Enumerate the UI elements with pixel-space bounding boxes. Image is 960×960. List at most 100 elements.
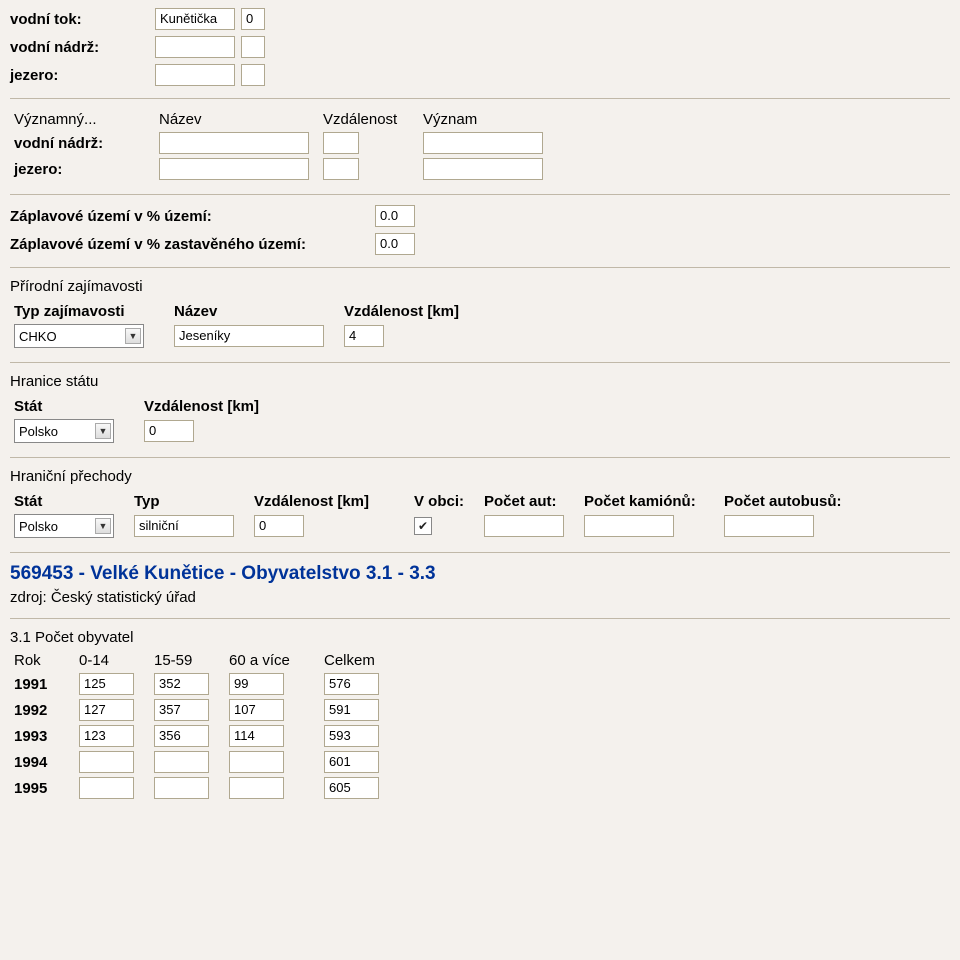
- prirodni-col-nazev: Název: [170, 301, 340, 322]
- zaplava-label2: Záplavové území v % zastavěného území:: [10, 236, 375, 253]
- separator: [10, 362, 950, 363]
- hranice-section: Hranice státu Stát Vzdálenost [km] Polsk…: [10, 373, 950, 445]
- obyv-014-input[interactable]: 123: [79, 725, 134, 747]
- separator: [10, 618, 950, 619]
- prirodni-typ-select[interactable]: CHKO ▼: [14, 324, 144, 348]
- prechody-col-aut: Počet aut:: [480, 491, 580, 512]
- jezero-label: jezero:: [10, 67, 155, 84]
- prirodni-nazev-input[interactable]: Jeseníky: [174, 325, 324, 347]
- vyznamny-section: Významný... Název Vzdálenost Význam vodn…: [10, 109, 950, 182]
- hranice-col-vzdal: Vzdálenost [km]: [140, 396, 263, 417]
- obyv-1559-input[interactable]: [154, 751, 209, 773]
- obyv-heading: 569453 - Velké Kunětice - Obyvatelstvo 3…: [10, 563, 950, 585]
- prechody-vzdal-input[interactable]: 0: [254, 515, 304, 537]
- hranice-stat-value: Polsko: [19, 424, 91, 439]
- obyv-celkem-input[interactable]: 591: [324, 699, 379, 721]
- obyv-1559-input[interactable]: [154, 777, 209, 799]
- zaplava-label1: Záplavové území v % území:: [10, 208, 375, 225]
- obyv-rok: 1992: [10, 697, 75, 723]
- vyznamny-nadrz-dist-input[interactable]: [323, 132, 359, 154]
- vodni-nadrz-value-input[interactable]: [241, 36, 265, 58]
- vodni-nadrz-label: vodní nádrž:: [10, 39, 155, 56]
- obyv-col-1559: 15-59: [150, 650, 225, 671]
- obyv-col-rok: Rok: [10, 650, 75, 671]
- prechody-bus-input[interactable]: [724, 515, 814, 537]
- prirodni-col-vzdal: Vzdálenost [km]: [340, 301, 463, 322]
- separator: [10, 457, 950, 458]
- vyznamny-jezero-vyznam-input[interactable]: [423, 158, 543, 180]
- table-row: 1992 127 357 107 591: [10, 697, 389, 723]
- prechody-title: Hraniční přechody: [10, 468, 950, 485]
- prechody-typ-input[interactable]: silniční: [134, 515, 234, 537]
- prechody-col-typ: Typ: [130, 491, 250, 512]
- obyv-celkem-input[interactable]: 593: [324, 725, 379, 747]
- obyv-celkem-input[interactable]: 605: [324, 777, 379, 799]
- hranice-vzdal-input[interactable]: 0: [144, 420, 194, 442]
- prechody-col-kam: Počet kamiónů:: [580, 491, 720, 512]
- vyznamny-jezero-label: jezero:: [10, 156, 155, 182]
- zaplava-val1-input[interactable]: 0.0: [375, 205, 415, 227]
- prechody-col-stat: Stát: [10, 491, 130, 512]
- obyv-1559-input[interactable]: 357: [154, 699, 209, 721]
- prirodni-vzdal-input[interactable]: 4: [344, 325, 384, 347]
- obyv-col-60: 60 a více: [225, 650, 320, 671]
- obyv-celkem-input[interactable]: 576: [324, 673, 379, 695]
- chevron-down-icon: ▼: [125, 328, 141, 344]
- obyv-celkem-input[interactable]: 601: [324, 751, 379, 773]
- vodni-tok-value-input[interactable]: 0: [241, 8, 265, 30]
- obyv-60-input[interactable]: [229, 751, 284, 773]
- prechody-stat-value: Polsko: [19, 519, 91, 534]
- jezero-name-input[interactable]: [155, 64, 235, 86]
- obyv-60-input[interactable]: [229, 777, 284, 799]
- obyv-014-input[interactable]: 125: [79, 673, 134, 695]
- separator: [10, 194, 950, 195]
- vyznamny-col1: Významný...: [10, 109, 155, 130]
- water-section: vodní tok: Kunětička 0 vodní nádrž: jeze…: [10, 8, 950, 86]
- prechody-kam-input[interactable]: [584, 515, 674, 537]
- prechody-vobci-checkbox[interactable]: ✔: [414, 517, 432, 535]
- vyznamny-jezero-name-input[interactable]: [159, 158, 309, 180]
- check-icon: ✔: [418, 519, 428, 533]
- jezero-value-input[interactable]: [241, 64, 265, 86]
- prechody-stat-select[interactable]: Polsko ▼: [14, 514, 114, 538]
- vodni-tok-label: vodní tok:: [10, 11, 155, 28]
- table-row: 1991 125 352 99 576: [10, 671, 389, 697]
- chevron-down-icon: ▼: [95, 518, 111, 534]
- obyv-60-input[interactable]: 114: [229, 725, 284, 747]
- separator: [10, 267, 950, 268]
- vyznamny-jezero-dist-input[interactable]: [323, 158, 359, 180]
- table-row: 1993 123 356 114 593: [10, 723, 389, 749]
- obyv-60-input[interactable]: 99: [229, 673, 284, 695]
- table-row: 1995 605: [10, 775, 389, 801]
- obyv-section: 3.1 Počet obyvatel Rok 0-14 15-59 60 a v…: [10, 629, 950, 801]
- obyv-rok: 1993: [10, 723, 75, 749]
- vodni-tok-name-input[interactable]: Kunětička: [155, 8, 235, 30]
- obyv-014-input[interactable]: [79, 751, 134, 773]
- obyv-col-014: 0-14: [75, 650, 150, 671]
- obyv-014-input[interactable]: 127: [79, 699, 134, 721]
- obyv-zdroj: zdroj: Český statistický úřad: [10, 589, 950, 606]
- obyv-60-input[interactable]: 107: [229, 699, 284, 721]
- obyv-014-input[interactable]: [79, 777, 134, 799]
- prechody-section: Hraniční přechody Stát Typ Vzdálenost [k…: [10, 468, 950, 540]
- prechody-col-vobci: V obci:: [410, 491, 480, 512]
- obyv-rok: 1994: [10, 749, 75, 775]
- obyv-rok: 1995: [10, 775, 75, 801]
- obyv-1559-input[interactable]: 356: [154, 725, 209, 747]
- prechody-col-bus: Počet autobusů:: [720, 491, 846, 512]
- zaplava-val2-input[interactable]: 0.0: [375, 233, 415, 255]
- obyv-1559-input[interactable]: 352: [154, 673, 209, 695]
- prechody-aut-input[interactable]: [484, 515, 564, 537]
- prirodni-typ-value: CHKO: [19, 329, 121, 344]
- obyv-rok: 1991: [10, 671, 75, 697]
- chevron-down-icon: ▼: [95, 423, 111, 439]
- vyznamny-nadrz-name-input[interactable]: [159, 132, 309, 154]
- hranice-title: Hranice státu: [10, 373, 950, 390]
- vodni-nadrz-name-input[interactable]: [155, 36, 235, 58]
- vyznamny-col2: Název: [155, 109, 319, 130]
- hranice-stat-select[interactable]: Polsko ▼: [14, 419, 114, 443]
- vyznamny-nadrz-vyznam-input[interactable]: [423, 132, 543, 154]
- page-root: vodní tok: Kunětička 0 vodní nádrž: jeze…: [0, 0, 960, 960]
- vyznamny-col3: Vzdálenost: [319, 109, 419, 130]
- separator: [10, 98, 950, 99]
